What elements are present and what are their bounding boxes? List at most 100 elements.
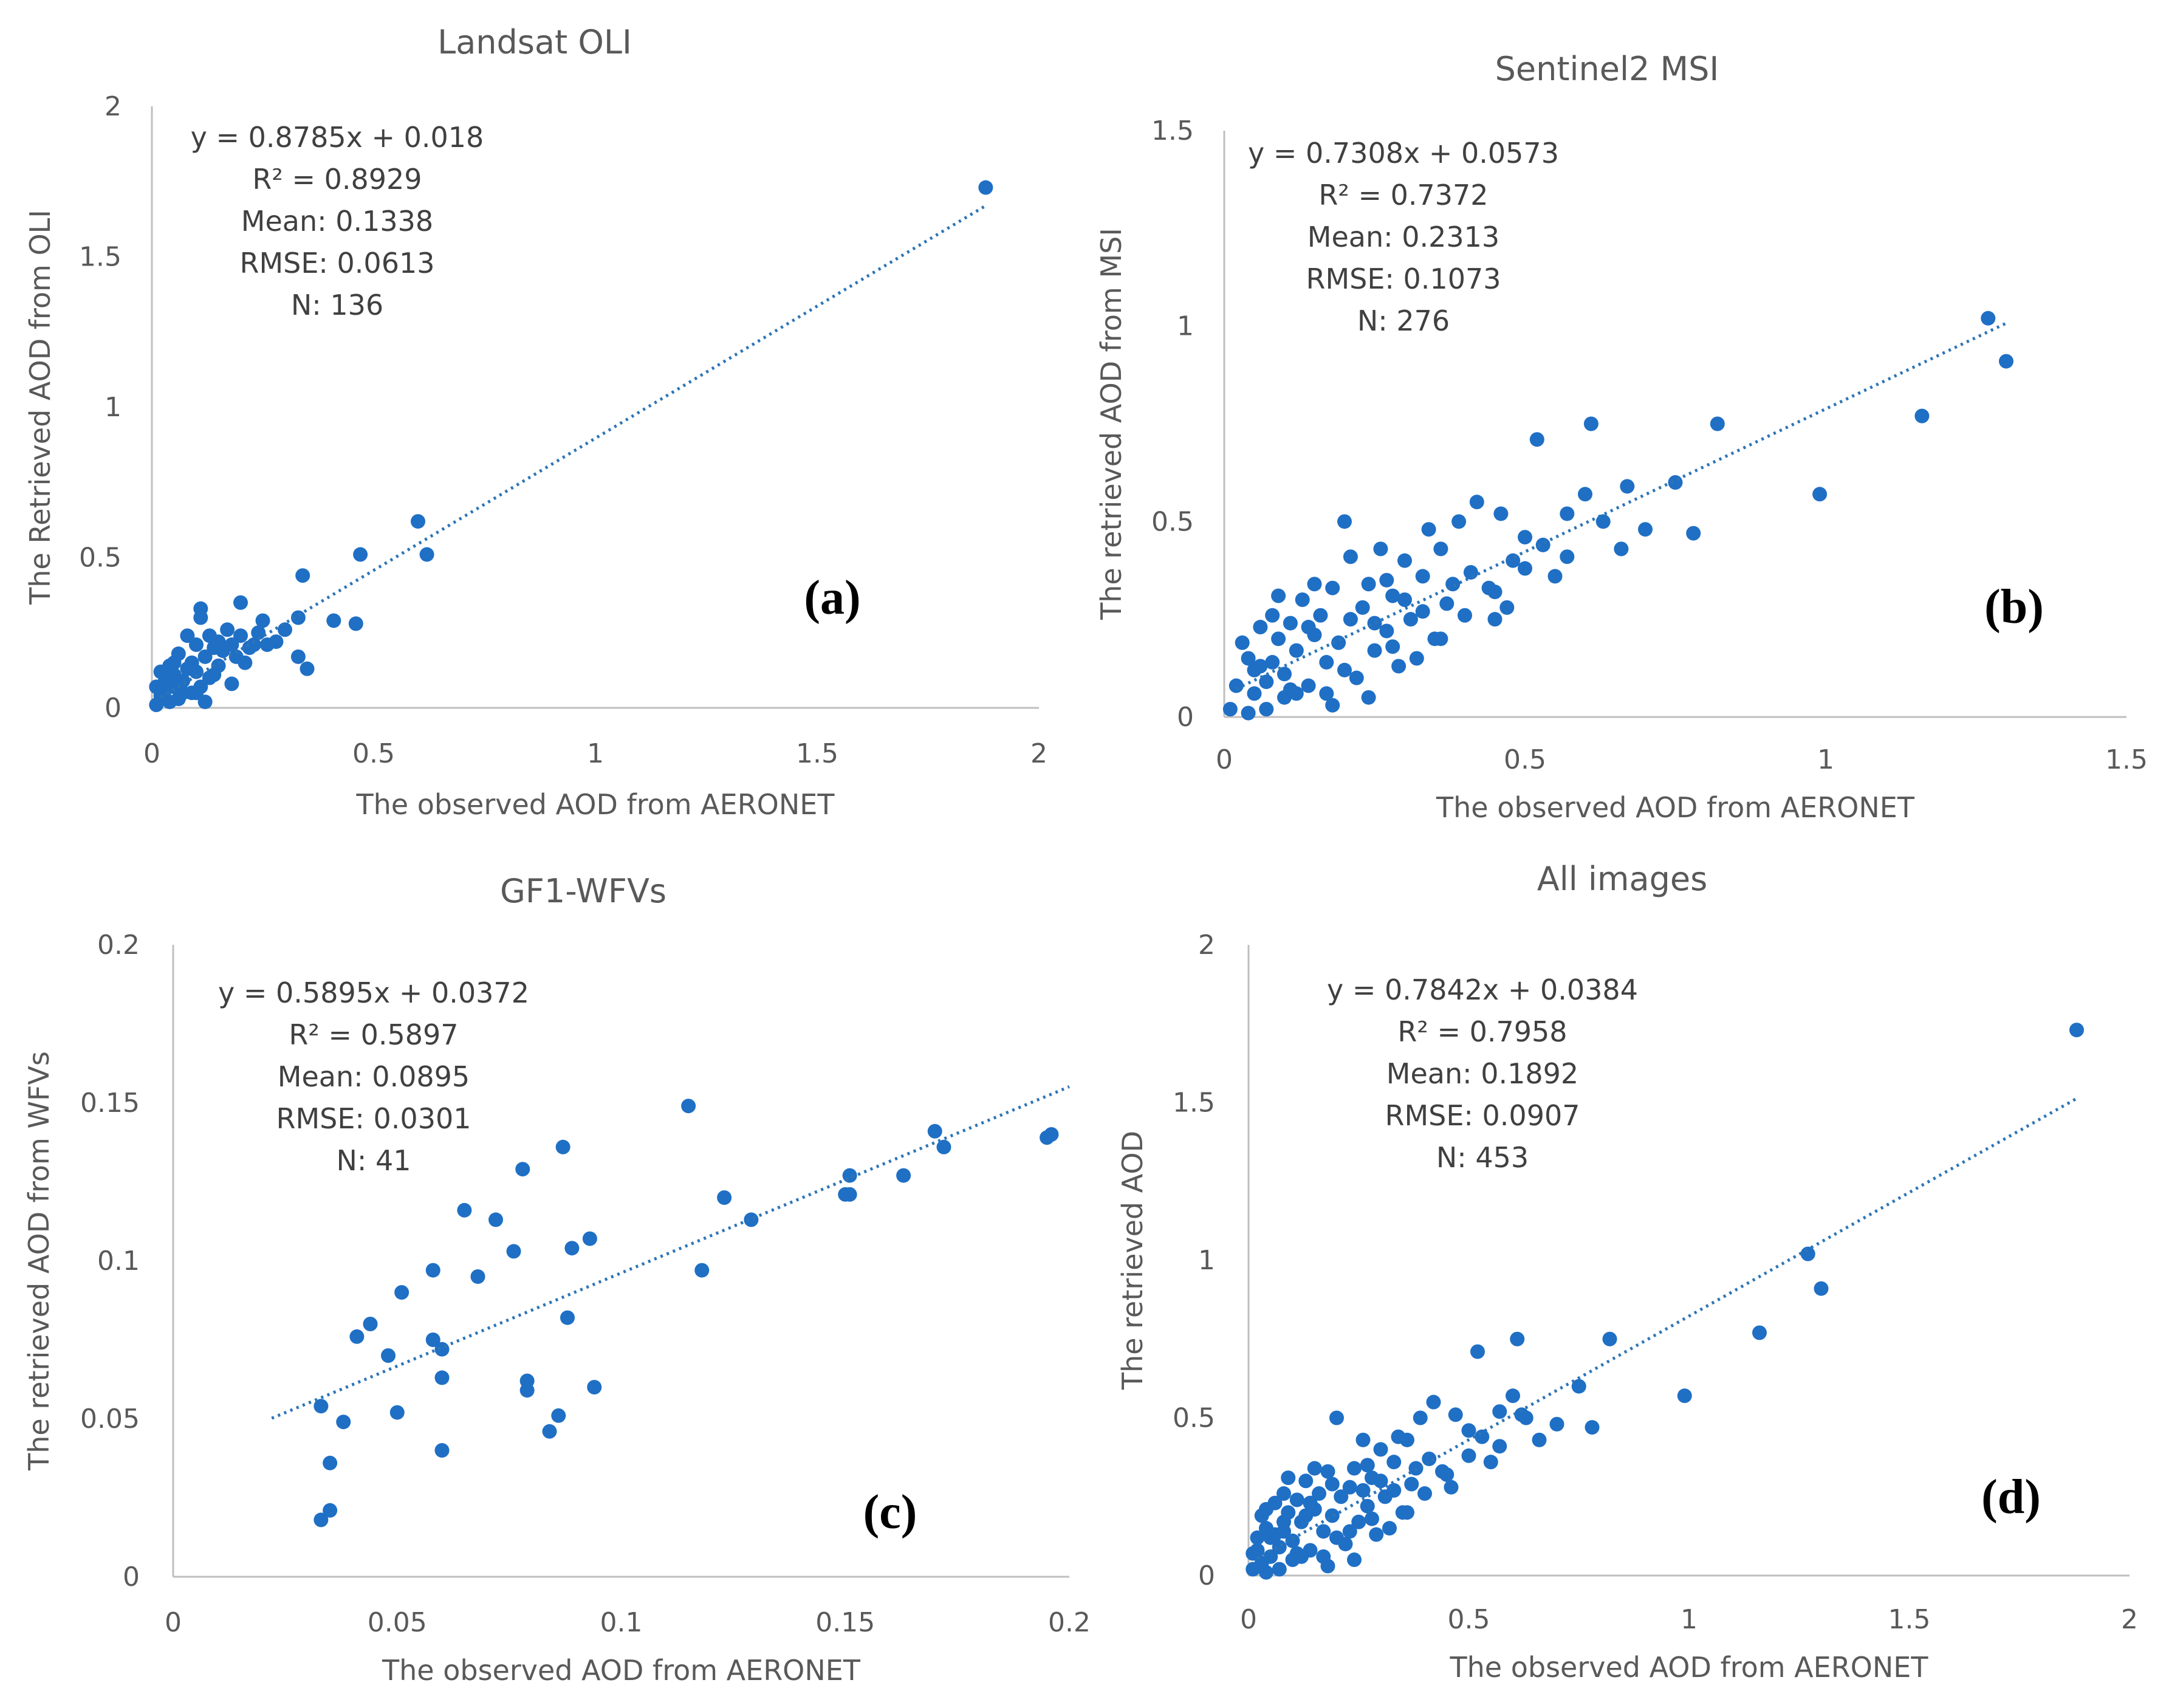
data-point [255,613,270,628]
regression-stat: y = 0.7308x + 0.0573 [1248,137,1559,170]
data-point [189,685,204,701]
y-axis-label: The retrieved AOD from WFVs [22,1051,55,1471]
data-point [1360,1458,1375,1473]
data-point [1435,1464,1450,1479]
data-point [1595,514,1611,529]
data-point [1999,354,2013,369]
data-point [1241,705,1256,721]
x-tick-label: 1 [1817,744,1834,775]
regression-stat: N: 453 [1436,1141,1529,1174]
data-point [1307,577,1322,592]
x-tick-label: 0.2 [1048,1607,1091,1638]
x-tick-label: 0.5 [352,738,395,769]
data-point [1289,643,1304,658]
data-point [1470,1344,1485,1359]
data-point [1289,1546,1304,1561]
data-point [1246,1546,1261,1561]
data-point [842,1187,857,1202]
y-tick-label: 0.5 [1151,506,1194,537]
data-point [1415,604,1430,619]
y-tick-label: 0.05 [80,1404,140,1435]
data-point [1247,686,1262,701]
data-point [1417,1486,1432,1501]
data-point [1319,654,1334,670]
data-point [555,1139,571,1154]
data-point [224,676,239,691]
data-point [1313,608,1328,623]
chart-title: GF1-WFVs [500,872,666,910]
trendline [271,1085,1070,1420]
data-point [1316,1524,1331,1539]
x-tick-label: 0 [1240,1604,1257,1635]
data-point [1367,616,1382,631]
data-point [434,1443,450,1458]
data-point [207,667,222,682]
data-point [1312,1486,1326,1501]
data-point [1235,635,1250,650]
data-point [1529,432,1544,447]
data-point [1298,1473,1314,1489]
data-point [1439,596,1455,611]
regression-stat: RMSE: 0.0301 [276,1102,471,1135]
data-point [251,625,266,640]
data-point [1403,612,1418,627]
data-point [1812,487,1828,502]
x-axis-label: The observed AOD from AERONET [356,788,835,821]
regression-stat: y = 0.7842x + 0.0384 [1327,973,1638,1006]
data-point [197,695,213,710]
data-point [927,1123,942,1139]
y-tick-label: 0 [105,693,122,724]
data-point [1373,1473,1388,1489]
data-point [353,547,368,562]
data-point [1549,1416,1564,1432]
data-point [1351,1514,1366,1529]
data-point [336,1415,351,1430]
data-point [1373,1442,1388,1457]
data-point [1532,1432,1547,1447]
data-point [1343,549,1358,564]
data-point [157,667,173,682]
data-point [1301,620,1316,635]
data-point [1547,569,1563,584]
data-point [1981,310,1996,326]
data-point [1369,1527,1384,1542]
data-point [1433,541,1448,557]
data-point [381,1348,396,1363]
y-tick-label: 0 [1198,1560,1215,1591]
data-point [1271,631,1286,647]
data-point [1367,643,1382,658]
data-point [1222,702,1238,717]
data-point [211,634,226,650]
data-point [1276,1486,1291,1501]
data-point [1265,654,1280,670]
y-tick-label: 0.2 [97,930,140,961]
data-point [1295,592,1310,607]
data-point [1241,651,1256,666]
y-tick-label: 1 [1198,1245,1215,1276]
data-point [1585,1420,1600,1435]
data-point [1355,1432,1371,1447]
data-point [314,1512,329,1528]
data-point [717,1190,732,1205]
data-point [519,1383,535,1398]
data-point [1400,1505,1414,1520]
data-point [1413,1410,1428,1425]
data-point [470,1269,485,1284]
data-point [434,1342,450,1357]
data-point [1361,577,1376,592]
data-point [180,628,195,643]
data-point [1463,564,1478,580]
data-point [1800,1246,1815,1261]
data-point [389,1405,405,1420]
data-point [1337,662,1352,677]
data-point [171,673,186,688]
data-point [1259,702,1274,717]
data-point [1677,1388,1692,1404]
data-point [300,661,315,676]
data-point [1337,514,1352,529]
panel-tag: (d) [1981,1470,2041,1524]
data-point [1444,1480,1459,1495]
regression-stat: N: 41 [336,1144,411,1177]
data-point [1518,1410,1533,1425]
data-point [1686,526,1701,541]
